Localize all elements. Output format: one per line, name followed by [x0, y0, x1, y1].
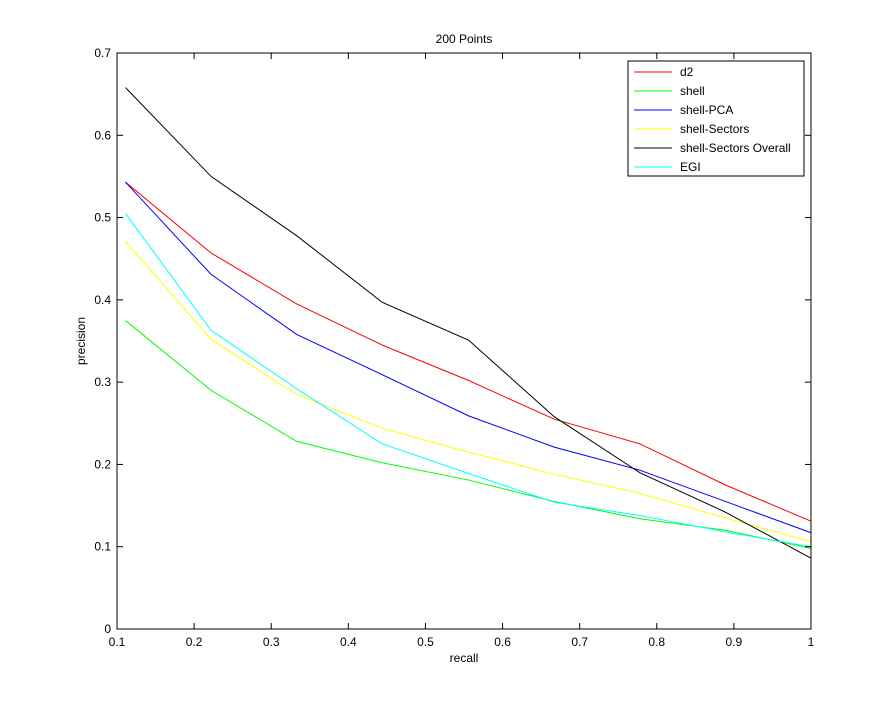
legend-label-egi: EGI	[680, 160, 701, 174]
y-tick-label: 0.5	[94, 211, 111, 225]
series-line-shell-pca	[125, 181, 812, 534]
plot-frame	[116, 52, 812, 630]
y-tick-label: 0.3	[94, 375, 111, 389]
x-tick-label: 0.7	[571, 635, 588, 649]
x-tick-label: 0.4	[340, 635, 357, 649]
y-tick-label: 0.1	[94, 540, 111, 554]
x-tick-label: 0.1	[109, 635, 126, 649]
series-line-shell-sectors	[125, 241, 812, 543]
y-tick-label: 0.7	[94, 46, 111, 60]
y-tick-label: 0.4	[94, 293, 111, 307]
x-tick-label: 0.3	[263, 635, 280, 649]
legend: d2 shell shell-PCA shell-Sectors shell-Secto…	[627, 60, 805, 177]
x-tick-label: 0.8	[648, 635, 665, 649]
x-tick-label: 0.2	[186, 635, 203, 649]
legend-label-shell: shell	[680, 84, 705, 98]
y-tick-label: 0.6	[94, 128, 111, 142]
ticks-layer: 0.1 0.2 0.3 0.4 0.5 0.6 0.7 0.8 0.9 100.10.20.30.…	[94, 46, 814, 649]
series-line-shell-sectors-overall	[125, 87, 812, 559]
chart-title: 200 Points	[436, 32, 493, 46]
x-tick-label: 0.9	[726, 635, 743, 649]
x-tick-label: 1	[808, 635, 815, 649]
legend-label-d2: d2	[680, 65, 694, 79]
series-line-egi	[125, 213, 812, 548]
x-tick-label: 0.5	[417, 635, 434, 649]
legend-label-shell-pca: shell-PCA	[680, 103, 733, 117]
series-layer	[125, 87, 812, 559]
y-axis-label: precision	[74, 317, 88, 365]
legend-box	[627, 60, 805, 177]
legend-label-shell-sectors-overall: shell-Sectors Overall	[680, 141, 791, 155]
x-tick-label: 0.6	[494, 635, 511, 649]
y-tick-label: 0	[104, 622, 111, 636]
x-axis-label: recall	[450, 651, 479, 665]
series-line-d2	[125, 181, 812, 522]
legend-label-shell-sectors: shell-Sectors	[680, 122, 749, 136]
y-tick-label: 0.2	[94, 457, 111, 471]
legend-entries: d2 shell shell-PCA shell-Sectors shell-Secto…	[634, 65, 791, 174]
